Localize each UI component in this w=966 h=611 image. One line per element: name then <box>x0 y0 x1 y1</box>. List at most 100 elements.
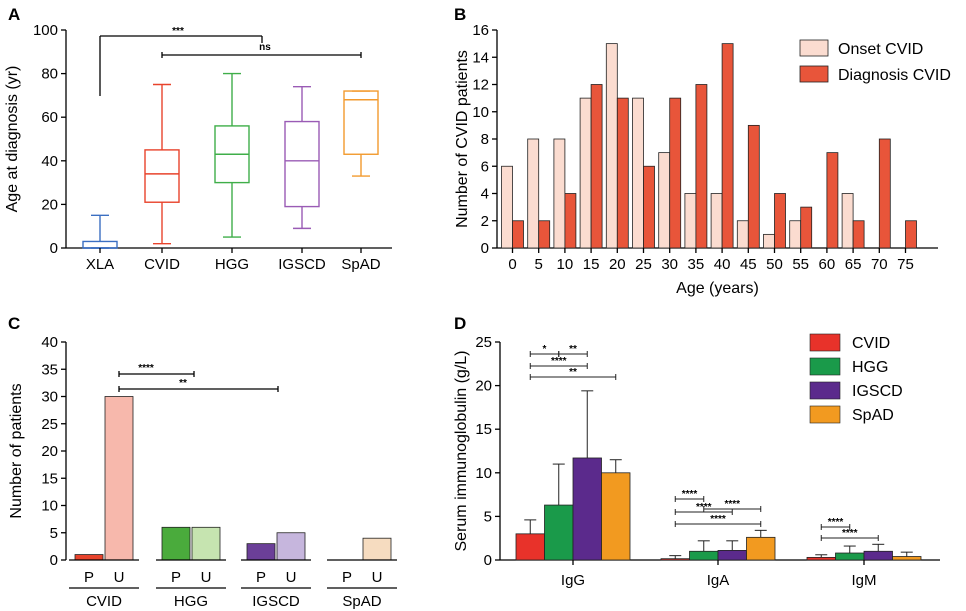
bar-hgg-u <box>191 526 221 561</box>
legend-swatch-cvid <box>809 333 841 352</box>
y-tick-label: 20 <box>475 378 492 395</box>
bar-onset-5 <box>527 138 540 249</box>
panel-label: C <box>8 314 20 333</box>
bar-hgg-iga <box>689 550 719 561</box>
y-tick-label: 0 <box>481 240 489 257</box>
sub-label-u: U <box>286 569 297 586</box>
panel-label: D <box>454 314 466 333</box>
x-tick-label: IgA <box>707 572 730 589</box>
panel-label: A <box>8 5 20 24</box>
y-axis-label: Age at diagnosis (yr) <box>4 66 21 213</box>
bar-hgg-igm <box>835 552 865 561</box>
bar-diagnosis-55 <box>800 206 813 249</box>
x-tick-label: 60 <box>819 256 836 273</box>
bar-diagnosis-0 <box>512 220 524 249</box>
bar-diagnosis-25 <box>643 165 655 249</box>
bar-diagnosis-20 <box>616 97 629 249</box>
legend-label: Diagnosis CVID <box>838 67 951 84</box>
y-tick-label: 16 <box>472 22 489 39</box>
y-tick-label: 40 <box>41 334 58 351</box>
box-iqr <box>284 120 320 208</box>
box-xla <box>82 214 118 249</box>
bar-spad-igg <box>601 472 631 561</box>
y-tick-label: 40 <box>41 153 58 170</box>
sig-label: ns <box>259 42 271 53</box>
x-tick-label: 45 <box>740 256 757 273</box>
bar-igscd-u <box>276 532 306 561</box>
bar-onset-45 <box>736 220 749 249</box>
bar-igscd-p <box>246 543 276 561</box>
bar-cvid-p <box>74 554 104 561</box>
bar-diagnosis-35 <box>695 84 708 249</box>
sig-label: **** <box>710 514 726 525</box>
sig-label: **** <box>138 363 154 374</box>
group-label: CVID <box>86 593 122 610</box>
bar-diagnosis-5 <box>538 220 551 249</box>
sig-label: ** <box>569 367 577 378</box>
bar-diagnosis-60 <box>826 152 839 249</box>
bar-spad-u <box>362 537 392 561</box>
y-tick-label: 10 <box>41 498 58 515</box>
bar-onset-15 <box>579 97 592 249</box>
y-tick-label: 100 <box>33 22 58 39</box>
box-iqr <box>343 90 379 155</box>
bar-onset-25 <box>632 97 644 249</box>
bar-hgg-p <box>161 526 191 561</box>
x-tick-label: 0 <box>508 256 516 273</box>
y-tick-label: 12 <box>472 77 489 94</box>
x-tick-label: 15 <box>583 256 600 273</box>
legend-label: Onset CVID <box>838 41 923 58</box>
y-tick-label: 4 <box>481 186 489 203</box>
box-hgg <box>214 72 250 238</box>
y-axis-label: Number of CVID patients <box>454 50 471 228</box>
legend-label: HGG <box>852 359 888 376</box>
sub-label-u: U <box>114 569 125 586</box>
x-tick-label: SpAD <box>341 256 380 273</box>
y-tick-label: 6 <box>481 158 489 175</box>
x-tick-label: 10 <box>557 256 574 273</box>
y-tick-label: 80 <box>41 66 58 83</box>
y-axis-label: Number of patients <box>8 383 25 518</box>
bar-onset-55 <box>789 220 802 249</box>
bar-hgg-igg <box>544 504 574 561</box>
panel-d: D 0 5 10 15 20 25 Serum immunoglobulin (g/L) IgG… <box>453 314 940 589</box>
sub-label-p: P <box>171 569 181 586</box>
x-tick-label: 70 <box>871 256 888 273</box>
x-tick-label: CVID <box>144 256 180 273</box>
bar-igscd-igg <box>572 457 602 561</box>
bar-onset-35 <box>684 193 697 249</box>
x-tick-label: 5 <box>535 256 543 273</box>
group-label: SpAD <box>342 593 381 610</box>
y-tick-label: 0 <box>484 552 492 569</box>
y-tick-label: 15 <box>475 421 492 438</box>
bar-diagnosis-65 <box>852 220 865 249</box>
sig-label: **** <box>842 528 858 539</box>
x-tick-label: 40 <box>714 256 731 273</box>
sub-label-p: P <box>84 569 94 586</box>
sig-label: *** <box>172 26 184 37</box>
sub-label-u: U <box>201 569 212 586</box>
box-cvid <box>144 83 180 245</box>
bar-diagnosis-75 <box>905 220 917 249</box>
sig-label: **** <box>551 356 567 367</box>
y-tick-label: 5 <box>484 508 492 525</box>
x-tick-label: 20 <box>609 256 626 273</box>
y-tick-label: 8 <box>481 131 489 148</box>
bar-onset-40 <box>710 193 723 249</box>
legend-label: IGSCD <box>852 383 903 400</box>
x-axis-label: Age (years) <box>676 280 759 297</box>
bar-diagnosis-15 <box>590 84 603 249</box>
bar-igscd-iga <box>717 550 747 561</box>
group-label: IGSCD <box>252 593 300 610</box>
y-tick-label: 15 <box>41 470 58 487</box>
x-tick-label: 30 <box>661 256 678 273</box>
x-tick-label: IgM <box>851 572 876 589</box>
x-tick-label: 35 <box>688 256 705 273</box>
box-igscd <box>284 85 320 230</box>
y-tick-label: 0 <box>50 240 58 257</box>
x-tick-label: IgG <box>561 572 585 589</box>
legend-swatch-onset <box>799 39 829 57</box>
bar-diagnosis-45 <box>747 124 760 249</box>
sig-label: **** <box>828 517 844 528</box>
